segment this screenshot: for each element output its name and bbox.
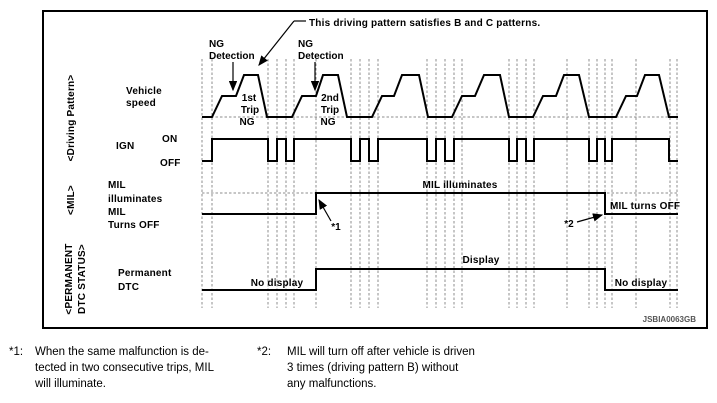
- vehicle-speed-label-line1: Vehicle: [126, 86, 162, 97]
- figure-border: [42, 10, 708, 329]
- dtc-no-display-left-text: No display: [251, 278, 304, 289]
- ng-detection-2-line2: Detection: [298, 51, 344, 62]
- section-driving-pattern: <Driving Pattern>: [66, 75, 77, 162]
- footnote-2-text: MIL will turn off after vehicle is drive…: [287, 344, 475, 392]
- footnote-1-label: *1:: [9, 346, 24, 358]
- footnote1-marker: *1: [331, 222, 341, 233]
- permanent-dtc-label-line2: DTC: [118, 282, 139, 293]
- footnote2-marker-arrow: [576, 213, 604, 223]
- trip2-label-line2: Trip: [321, 105, 339, 116]
- footnote-2-line3: any malfunctions.: [287, 378, 377, 390]
- mil-waveform: [202, 192, 678, 215]
- section-permanent-dtc-line1: <PERMANENT: [64, 243, 75, 314]
- ng-detection-2-line1: NG: [298, 39, 313, 50]
- trip2-label-line3: NG: [321, 117, 336, 128]
- trip1-label-line1: 1st: [242, 93, 257, 104]
- section-mil: <MIL>: [66, 185, 77, 215]
- ign-off-label: OFF: [160, 158, 181, 169]
- permanent-dtc-waveform: [202, 268, 678, 291]
- mil-row-label-line2: illuminates: [108, 194, 163, 205]
- footnote-1: *1:: [9, 344, 23, 360]
- trip1-label-line3: NG: [240, 117, 255, 128]
- footnote-2-line2: 3 times (driving pattern B) without: [287, 362, 459, 374]
- mil-turns-off-text: MIL turns OFF: [610, 201, 680, 212]
- footnote-1-text: When the same malfunction is de- tected …: [35, 344, 214, 392]
- dtc-no-display-right-text: No display: [615, 278, 668, 289]
- top-annotation-arrow: [258, 20, 295, 66]
- trip1-label-line2: Trip: [241, 105, 259, 116]
- footnote2-marker: *2: [564, 219, 574, 230]
- figure-code: JSBIA0063GB: [643, 315, 697, 324]
- dtc-display-text: Display: [463, 255, 500, 266]
- ign-on-label: ON: [162, 134, 177, 145]
- timing-diagram: This driving pattern satisfies B and C p…: [42, 10, 708, 329]
- vehicle-speed-waveform: [202, 74, 678, 118]
- vehicle-speed-label-line2: speed: [126, 98, 156, 109]
- permanent-dtc-label-line1: Permanent: [118, 268, 172, 279]
- mil-row-label-line1: MIL: [108, 180, 126, 191]
- footnote-1-line2: tected in two consecutive trips, MIL: [35, 362, 214, 374]
- top-annotation: This driving pattern satisfies B and C p…: [309, 18, 540, 29]
- mil-row-label-line4: Turns OFF: [108, 220, 160, 231]
- ignition-waveform: [202, 138, 678, 162]
- trip2-label-line1: 2nd: [321, 93, 339, 104]
- dashed-gridlines: [201, 59, 678, 308]
- footnote-2: *2:: [257, 344, 271, 360]
- section-permanent-dtc-line2: DTC STATUS>: [77, 244, 88, 314]
- footnote-2-line1: MIL will turn off after vehicle is drive…: [287, 346, 475, 358]
- mil-illuminates-text: MIL illuminates: [422, 180, 497, 191]
- footnote1-marker-arrow: [318, 198, 332, 222]
- ng-detection-1-line1: NG: [209, 39, 224, 50]
- footnote-1-line1: When the same malfunction is de-: [35, 346, 209, 358]
- mil-row-label-line3: MIL: [108, 207, 126, 218]
- footnote-1-line3: will illuminate.: [35, 378, 106, 390]
- ng-detection-1-line2: Detection: [209, 51, 255, 62]
- footnote-2-label: *2:: [257, 346, 272, 358]
- ign-label: IGN: [116, 141, 134, 152]
